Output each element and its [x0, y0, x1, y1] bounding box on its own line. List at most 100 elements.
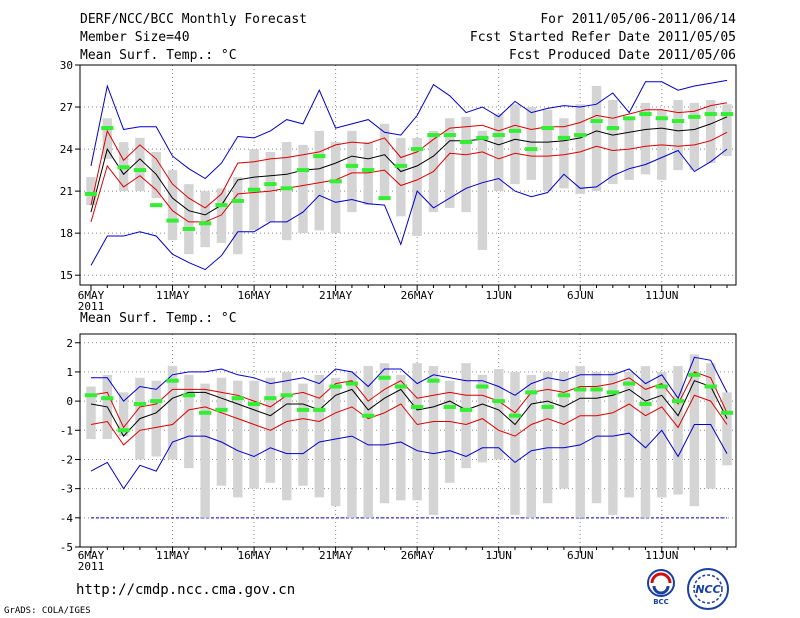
ensemble-box	[608, 371, 618, 515]
ensemble-mean-line	[90, 380, 728, 437]
ensemble-box	[363, 366, 373, 518]
temperature-panel: 15 18 21 24 27 30 6MAY 11MAY 16MAY 21MAY 26MAY 1JUN…	[60, 59, 737, 326]
median-marker	[394, 384, 407, 389]
ensemble-box	[396, 137, 406, 217]
median-marker	[345, 163, 359, 168]
ensemble-box	[608, 100, 618, 185]
ensemble-box	[298, 144, 308, 234]
envelope-min-line	[90, 148, 728, 271]
x-year-label: 2011	[78, 560, 105, 573]
fcst-produced-date: Fcst Produced Date 2011/05/06	[509, 48, 736, 63]
ensemble-box	[412, 137, 422, 236]
median-marker	[476, 135, 489, 140]
ensemble-mean-line	[90, 116, 728, 216]
envelope-max-line	[90, 79, 728, 180]
median-marker	[574, 387, 587, 392]
ensemble-box	[493, 369, 504, 460]
ensemble-box	[445, 118, 455, 208]
median-marker	[459, 140, 473, 145]
median-marker	[671, 399, 685, 404]
median-marker	[362, 168, 375, 173]
ensemble-box	[657, 371, 667, 498]
ensemble-box	[624, 116, 634, 180]
ensemble-box	[167, 170, 178, 241]
ensemble-box	[200, 383, 210, 518]
median-marker	[280, 186, 293, 191]
ensemble-box	[722, 104, 732, 157]
median-marker	[101, 396, 114, 401]
median-marker	[443, 404, 456, 409]
ensemble-box	[412, 363, 422, 501]
median-marker	[688, 372, 701, 377]
median-marker	[541, 404, 554, 409]
ensemble-box	[216, 377, 227, 486]
ensemble-box	[722, 392, 732, 466]
median-marker	[264, 182, 277, 187]
median-marker	[84, 393, 98, 398]
variable-label: Mean Surf. Temp.: °C	[80, 48, 237, 63]
x-tick-label: 11MAY	[156, 289, 189, 302]
ensemble-box	[510, 104, 520, 185]
median-marker	[492, 133, 505, 138]
plot-frame	[79, 333, 737, 548]
median-marker	[182, 226, 195, 231]
ensemble-box	[86, 177, 96, 206]
y-tick-label: -5	[60, 541, 73, 554]
ensemble-box	[575, 366, 585, 518]
y-tick-label: 24	[60, 143, 74, 156]
x-year-label: 2011	[78, 300, 105, 313]
y-tick-label: -4	[60, 512, 74, 525]
ensemble-box	[379, 363, 390, 504]
x-tick-label: 16MAY	[238, 549, 271, 562]
bcc-logo-icon: BCC	[647, 569, 675, 606]
x-tick-label: 26MAY	[401, 549, 434, 562]
median-marker	[411, 404, 424, 409]
x-tick-label: 6JUN	[567, 289, 594, 302]
ensemble-box	[167, 366, 178, 460]
ensemble-box	[689, 102, 700, 171]
x-tick-label: 1JUN	[485, 549, 512, 562]
x-tick-label: 1JUN	[485, 289, 512, 302]
fcst-started-date: Fcst Started Refer Date 2011/05/05	[469, 30, 736, 45]
median-marker	[508, 128, 522, 133]
source-url[interactable]: http://cmdp.ncc.cma.gov.cn	[76, 582, 296, 598]
median-marker	[394, 163, 407, 168]
median-marker	[264, 396, 277, 401]
median-marker	[443, 133, 456, 138]
median-marker	[247, 402, 261, 407]
ensemble-box	[347, 371, 357, 518]
ensemble-box	[265, 151, 276, 222]
median-marker	[655, 384, 668, 389]
ensemble-box	[86, 386, 96, 440]
median-marker	[720, 410, 734, 415]
median-marker	[345, 381, 359, 386]
median-marker	[296, 407, 310, 412]
median-marker	[590, 119, 603, 124]
median-marker	[199, 221, 212, 226]
ensemble-box	[542, 371, 553, 504]
ensemble-box	[445, 380, 455, 483]
ensemble-box	[559, 371, 569, 489]
x-tick-label: 11JUN	[645, 549, 678, 562]
y-tick-label: 0	[66, 395, 73, 408]
y-tick-label: -1	[60, 424, 73, 437]
median-marker	[117, 428, 130, 433]
median-marker	[623, 116, 636, 121]
envelope-max-line	[91, 356, 728, 402]
std-upper-line	[90, 371, 728, 429]
ensemble-box	[314, 130, 325, 231]
x-tick-label: 6JUN	[567, 549, 594, 562]
median-marker	[215, 203, 228, 208]
ensemble-box	[200, 191, 210, 248]
ensemble-box	[347, 130, 357, 213]
ensemble-box	[314, 374, 325, 498]
ensemble-box	[689, 354, 700, 507]
median-marker	[671, 119, 685, 124]
median-marker	[606, 390, 619, 395]
median-marker	[329, 179, 342, 184]
ncc-logo-text: NCC	[695, 583, 720, 596]
x-tick-label: 6MAY	[78, 289, 105, 302]
median-marker	[182, 393, 195, 398]
